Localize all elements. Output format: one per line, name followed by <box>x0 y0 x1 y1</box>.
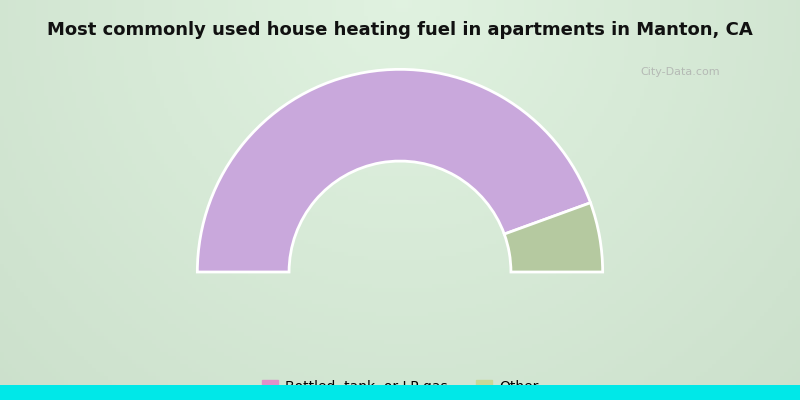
Wedge shape <box>198 69 590 272</box>
Text: Most commonly used house heating fuel in apartments in Manton, CA: Most commonly used house heating fuel in… <box>47 21 753 39</box>
Wedge shape <box>504 203 602 272</box>
Text: City-Data.com: City-Data.com <box>640 67 720 77</box>
Legend: Bottled, tank, or LP gas, Other: Bottled, tank, or LP gas, Other <box>256 374 544 400</box>
